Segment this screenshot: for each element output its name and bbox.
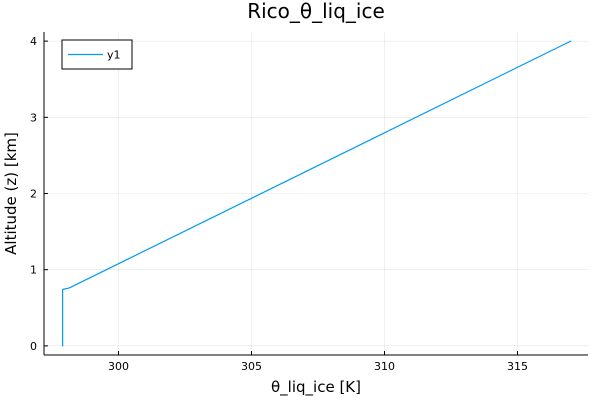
plot-area <box>44 32 588 355</box>
x-tick-label: 305 <box>241 360 262 373</box>
y-tick-label: 4 <box>30 35 37 48</box>
legend: y1 <box>61 39 133 70</box>
x-tick-label: 315 <box>507 360 528 373</box>
y-tick-label: 0 <box>30 340 37 353</box>
series-line <box>62 40 572 347</box>
legend-label: y1 <box>107 49 121 62</box>
series-layer <box>62 40 572 347</box>
x-tick-label: 310 <box>374 360 395 373</box>
y-tick-label: 1 <box>30 264 37 277</box>
chart-title: Rico_θ_liq_ice <box>247 0 385 23</box>
x-tick-label: 300 <box>108 360 129 373</box>
x-axis-label: θ_liq_ice [K] <box>271 378 361 397</box>
y-tick-label: 3 <box>30 111 37 124</box>
ticks: 300 305 310 315 0 1 2 3 4 <box>30 35 528 373</box>
y-axis-label: Altitude (z) [km] <box>2 132 20 255</box>
y-tick-label: 2 <box>30 188 37 201</box>
grid-lines <box>44 32 588 355</box>
